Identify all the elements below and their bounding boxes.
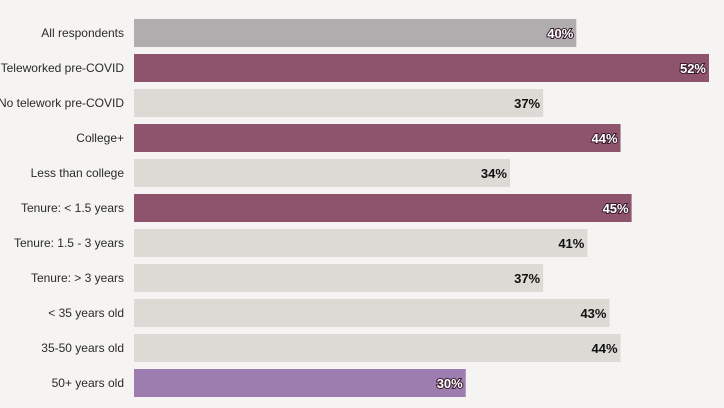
bar [134,124,621,152]
category-label: 35-50 years old [41,341,124,355]
category-label: College+ [76,131,124,145]
value-label: 45% [603,201,629,216]
bar [134,299,610,327]
category-labels-group: All respondents Teleworked pre-COVID No te… [0,26,124,390]
bar [134,194,632,222]
category-label: Tenure: 1.5 - 3 years [14,236,124,250]
category-label: Teleworked pre-COVID [1,61,125,75]
bar [134,369,466,397]
value-label: 41% [558,236,584,251]
value-label: 37% [514,96,540,111]
category-label: Less than college [31,166,125,180]
category-label: Tenure: > 3 years [31,271,124,285]
value-label: 30% [437,376,463,391]
value-label: 37% [514,271,540,286]
category-label: Tenure: < 1.5 years [21,201,124,215]
value-label: 34% [481,166,507,181]
value-label: 44% [592,131,618,146]
category-label: No telework pre-COVID [0,96,124,110]
bar [134,264,544,292]
bar [134,334,621,362]
value-labels-group: 40% 52% 37% 44% 34% 45% 41% 37% 43% 44% 30% [436,25,708,392]
bar [134,89,544,117]
bar [134,19,577,47]
bar [134,229,588,257]
bars-group [134,19,709,397]
value-label: 43% [580,306,606,321]
category-label: 50+ years old [52,376,124,390]
bar [134,54,709,82]
value-label: 44% [592,341,618,356]
category-label: < 35 years old [48,306,124,320]
bar [134,159,510,187]
category-label: All respondents [41,26,124,40]
value-label: 40% [547,26,573,41]
value-label: 52% [680,61,706,76]
